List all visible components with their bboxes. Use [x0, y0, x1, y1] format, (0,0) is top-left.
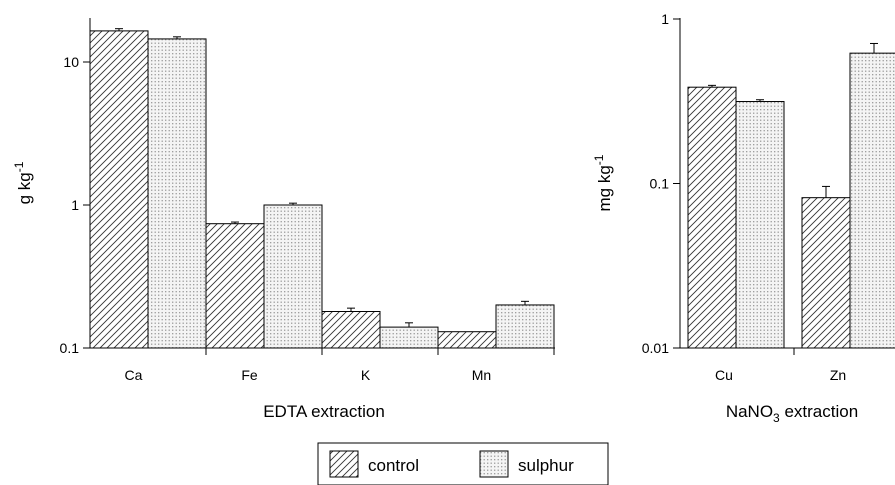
edta-y-tick-label: 1	[71, 197, 79, 213]
edta-y-ticks: 0.1 1 10	[60, 54, 90, 356]
legend-swatch-sulphur	[479, 450, 509, 478]
edta-bar-mn-sulphur	[495, 304, 555, 349]
edta-category-label-mn: Mn	[472, 367, 491, 383]
nano3-y-ticks: 0.01 0.1 1	[642, 11, 680, 356]
legend-label-sulphur: sulphur	[518, 456, 574, 475]
edta-bar-mn-control	[437, 331, 497, 349]
edta-bar-fe-sulphur	[263, 204, 323, 349]
nano3-x-ticks: Cu Zn	[715, 348, 846, 383]
edta-bar-k-sulphur	[379, 326, 439, 349]
edta-y-tick-label: 0.1	[60, 340, 80, 356]
edta-bar-k-control	[321, 310, 381, 349]
legend: control sulphur	[317, 442, 609, 485]
nano3-y-tick-label: 1	[661, 11, 669, 27]
nano3-panel: 0.01 0.1 1 Cu Zn mg kg-1 NaNO3 extraction	[592, 11, 895, 425]
nano3-bars	[687, 52, 895, 349]
nano3-y-tick-label: 0.01	[642, 340, 669, 356]
legend-box	[317, 442, 609, 485]
edta-bar-ca-control	[89, 30, 149, 349]
nano3-category-label-zn: Zn	[830, 367, 846, 383]
edta-bar-ca-sulphur	[147, 38, 207, 349]
edta-y-tick-label: 10	[63, 54, 79, 70]
edta-category-label-k: K	[361, 367, 371, 383]
edta-x-ticks: Ca Fe K Mn	[125, 348, 555, 383]
legend-label-control: control	[368, 456, 419, 475]
edta-category-label-fe: Fe	[241, 367, 258, 383]
edta-bars	[89, 30, 555, 349]
edta-category-label-ca: Ca	[125, 367, 143, 383]
edta-bar-fe-control	[205, 223, 265, 349]
edta-error-bars	[115, 28, 529, 328]
nano3-bar-cu-control	[687, 86, 737, 349]
nano3-category-label-cu: Cu	[715, 367, 733, 383]
nano3-bar-cu-sulphur	[735, 101, 785, 349]
nano3-bar-zn-sulphur	[849, 52, 895, 349]
edta-panel: 0.1 1 10 Ca Fe K Mn g kg-1 EDTA extraction	[12, 18, 555, 421]
nano3-y-tick-label: 0.1	[650, 176, 670, 192]
nano3-error-bars	[708, 42, 878, 198]
nano3-bar-zn-control	[801, 197, 851, 349]
nano3-x-axis-title: NaNO3 extraction	[726, 402, 858, 425]
nano3-y-axis-title: mg kg-1	[592, 154, 614, 211]
edta-x-axis-title: EDTA extraction	[263, 402, 385, 421]
edta-y-axis-title: g kg-1	[12, 161, 34, 204]
legend-swatch-control	[329, 450, 359, 478]
